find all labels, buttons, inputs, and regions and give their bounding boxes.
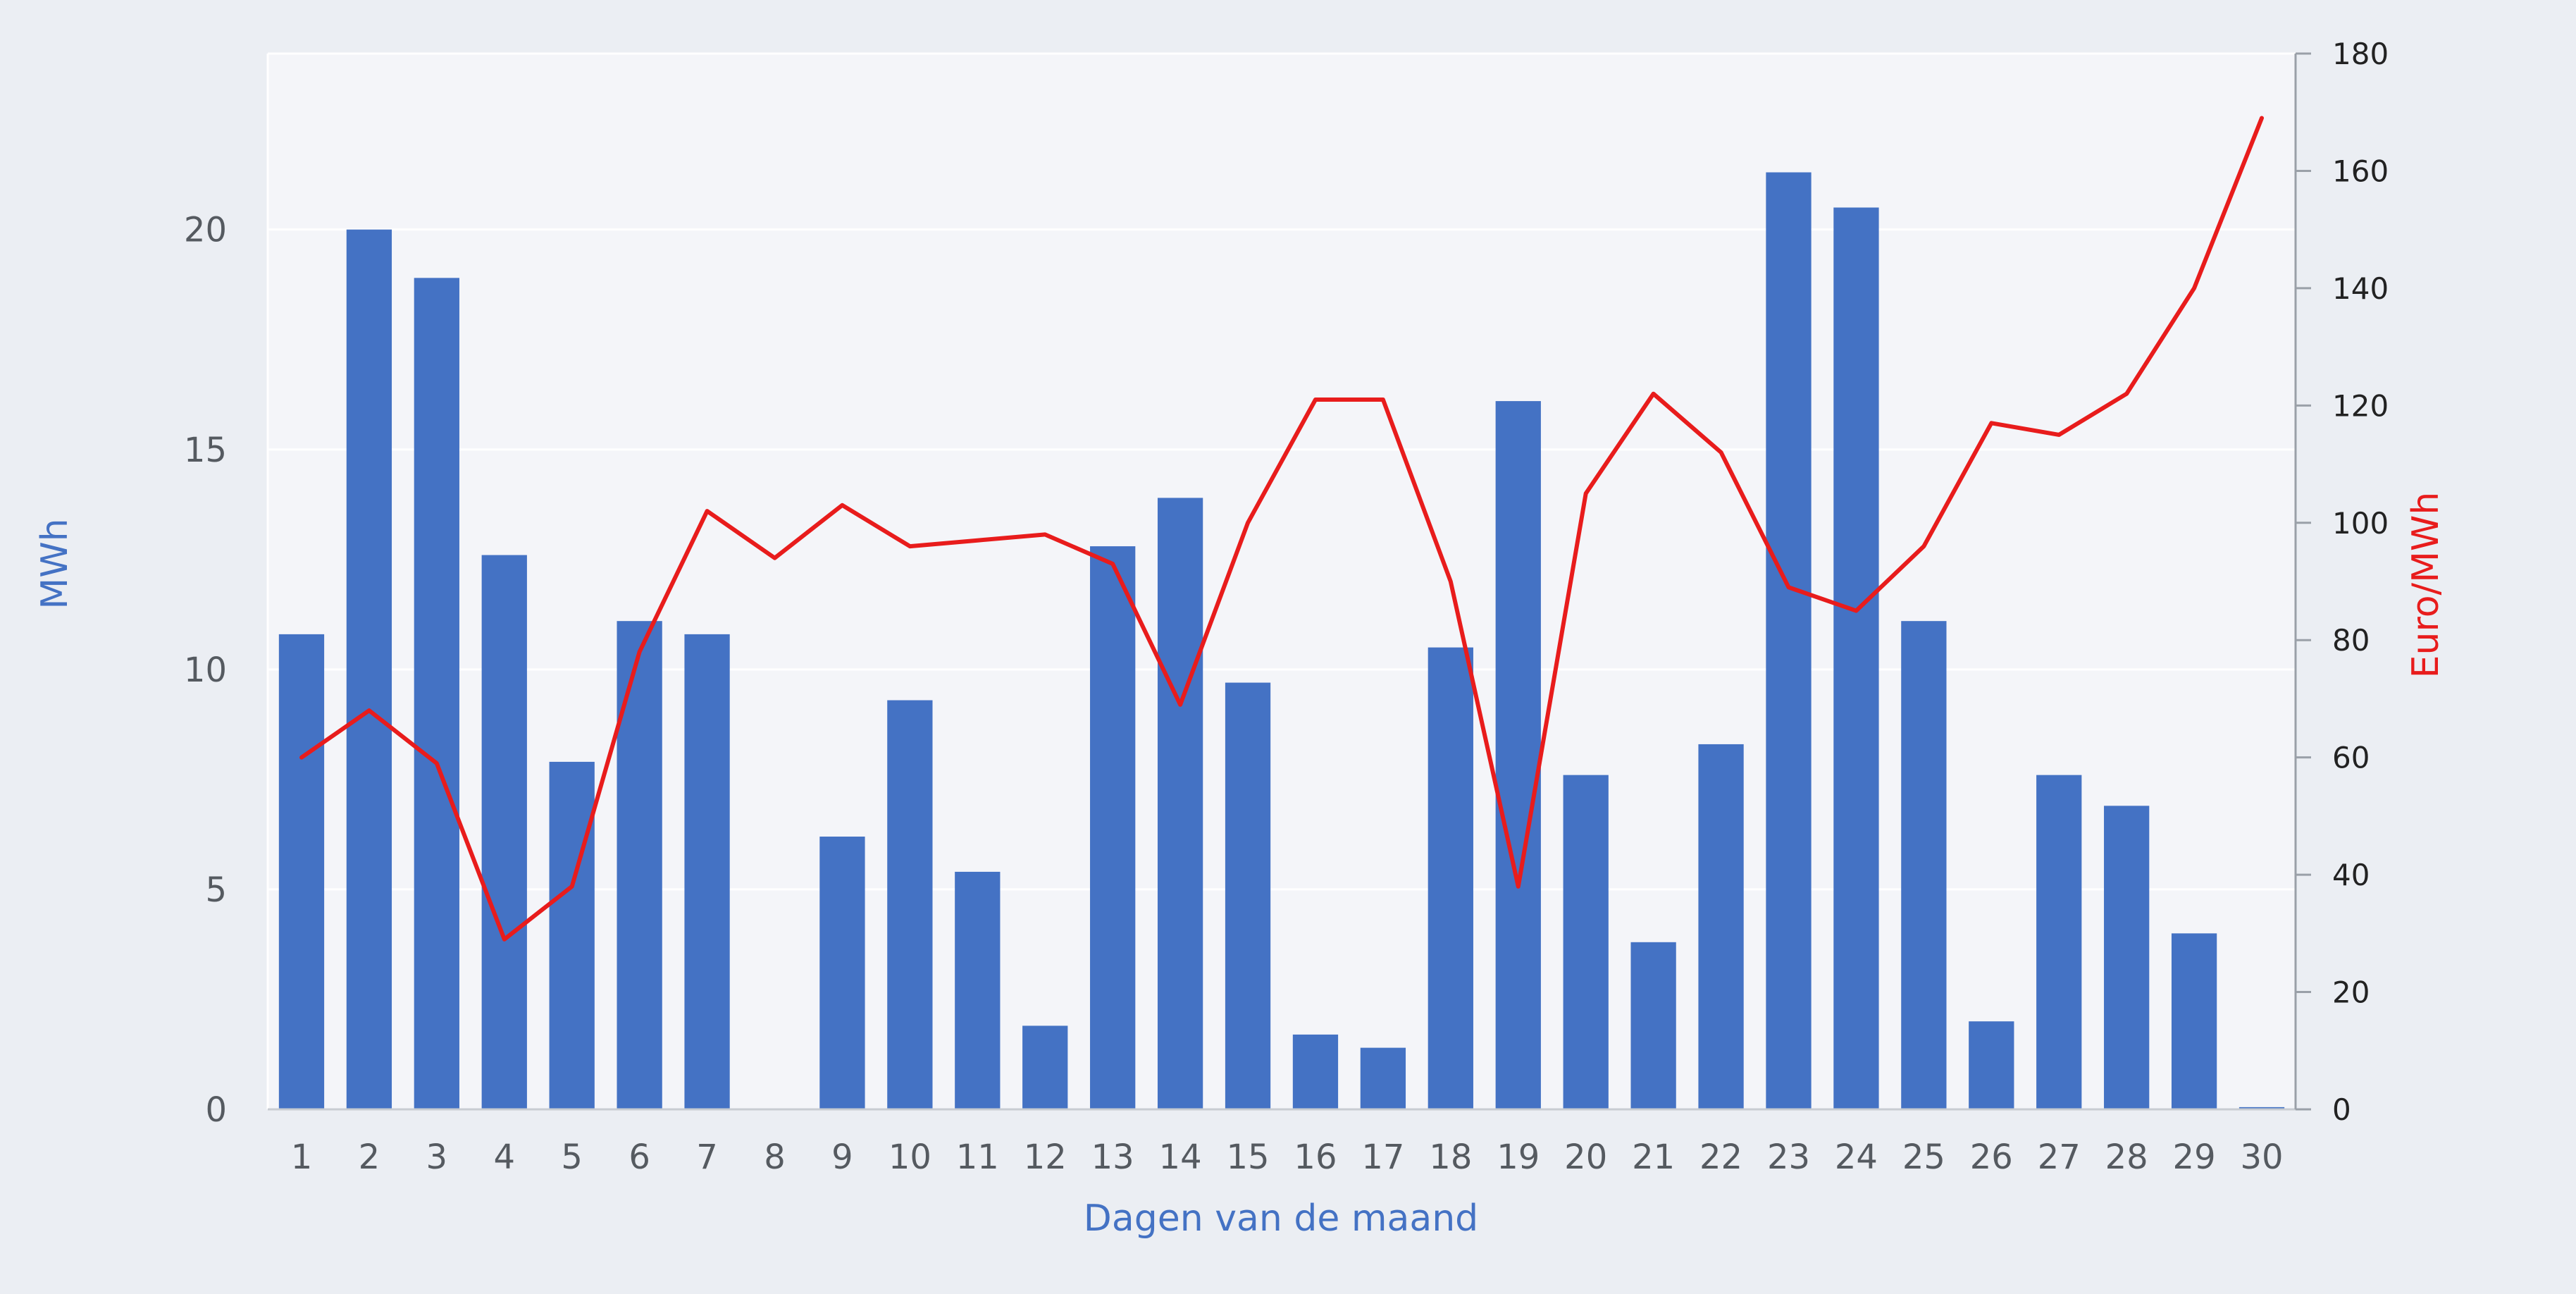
gridlines — [268, 52, 2296, 891]
bar — [1630, 942, 1676, 1109]
right-axis-title: Euro/MWh — [2405, 492, 2447, 679]
x-tick-label: 28 — [2105, 1138, 2148, 1177]
bar — [1428, 647, 1473, 1109]
bar — [684, 634, 730, 1109]
x-tick-label: 10 — [888, 1138, 931, 1177]
left-axis-title: MWh — [34, 518, 76, 609]
bar — [1698, 744, 1744, 1109]
x-tick-label: 15 — [1226, 1138, 1269, 1177]
x-tick-label: 30 — [2240, 1138, 2283, 1177]
x-tick-label: 25 — [1902, 1138, 1945, 1177]
bar — [617, 621, 662, 1109]
x-tick-label: 14 — [1159, 1138, 1202, 1177]
x-tick-label: 17 — [1361, 1138, 1404, 1177]
x-tick-label: 24 — [1835, 1138, 1878, 1177]
axes — [266, 54, 2297, 1111]
bar — [1022, 1025, 1068, 1109]
x-tick-label: 6 — [628, 1138, 650, 1177]
bar — [414, 278, 459, 1110]
x-axis-ticks: 1 2 3 4 5 6 7 8 9 10 11 12 13 14 15 16 17 18 19 20 21 22 23 24 2… — [291, 1138, 2284, 1177]
bar — [887, 700, 933, 1109]
bar — [1292, 1034, 1339, 1109]
x-tick-label: 26 — [1970, 1138, 2013, 1177]
x-tick-label: 29 — [2173, 1138, 2216, 1177]
x-tick-label: 12 — [1024, 1138, 1067, 1177]
x-tick-label: 21 — [1632, 1138, 1675, 1177]
left-tick-label: 15 — [184, 431, 227, 470]
bar — [1225, 682, 1271, 1109]
left-tick-label: 5 — [205, 870, 227, 910]
x-tick-label: 2 — [359, 1138, 380, 1177]
right-tick-label: 120 — [2332, 388, 2389, 423]
x-tick-label: 18 — [1429, 1138, 1472, 1177]
bar — [1090, 546, 1136, 1109]
bar — [278, 634, 325, 1109]
right-tick-label: 60 — [2332, 741, 2370, 775]
bar — [955, 871, 1001, 1109]
right-tick-label: 40 — [2332, 858, 2370, 892]
right-tick-label: 100 — [2332, 506, 2389, 541]
right-tick-label: 140 — [2332, 271, 2389, 306]
bar — [1833, 207, 1879, 1109]
bar — [1495, 401, 1541, 1109]
bar-series — [278, 172, 2285, 1110]
right-tick-label: 160 — [2332, 154, 2389, 188]
x-tick-label: 1 — [291, 1138, 313, 1177]
bar — [2238, 1107, 2285, 1109]
x-tick-label: 9 — [831, 1138, 853, 1177]
bar — [1901, 621, 1947, 1109]
right-tick-label: 80 — [2332, 623, 2370, 658]
bar — [2171, 933, 2217, 1109]
left-tick-label: 20 — [184, 211, 227, 250]
x-tick-label: 5 — [561, 1138, 583, 1177]
x-tick-label: 19 — [1497, 1138, 1540, 1177]
right-tick-label: 180 — [2332, 37, 2389, 71]
left-axis-ticks: 0 5 10 15 20 — [184, 211, 227, 1130]
bar — [1969, 1021, 2014, 1109]
bar — [1766, 172, 1812, 1109]
bar — [481, 555, 527, 1109]
x-tick-label: 20 — [1564, 1138, 1607, 1177]
right-tick-label: 20 — [2332, 975, 2370, 1010]
bar — [1563, 775, 1609, 1109]
left-tick-label: 0 — [205, 1090, 227, 1130]
right-axis-ticks: 0 20 40 60 80 100 120 140 160 180 — [2296, 37, 2389, 1127]
bar — [2104, 806, 2150, 1109]
price-line — [299, 116, 2264, 942]
bar — [346, 229, 392, 1110]
x-tick-label: 23 — [1767, 1138, 1810, 1177]
bar — [549, 761, 595, 1109]
x-tick-label: 7 — [696, 1138, 718, 1177]
bar — [2036, 775, 2082, 1109]
x-tick-label: 27 — [2038, 1138, 2081, 1177]
x-tick-label: 11 — [956, 1138, 999, 1177]
line-series — [299, 116, 2264, 942]
x-tick-label: 4 — [493, 1138, 515, 1177]
bar — [1360, 1047, 1406, 1109]
bar — [819, 837, 865, 1109]
x-tick-label: 16 — [1294, 1138, 1337, 1177]
x-tick-label: 13 — [1091, 1138, 1134, 1177]
bar — [1157, 498, 1203, 1109]
x-axis-title: Dagen van de maand — [1084, 1197, 1478, 1240]
x-tick-label: 3 — [426, 1138, 448, 1177]
right-tick-label: 0 — [2332, 1092, 2351, 1127]
x-tick-label: 8 — [764, 1138, 786, 1177]
left-tick-label: 10 — [184, 651, 227, 690]
x-tick-label: 22 — [1699, 1138, 1742, 1177]
